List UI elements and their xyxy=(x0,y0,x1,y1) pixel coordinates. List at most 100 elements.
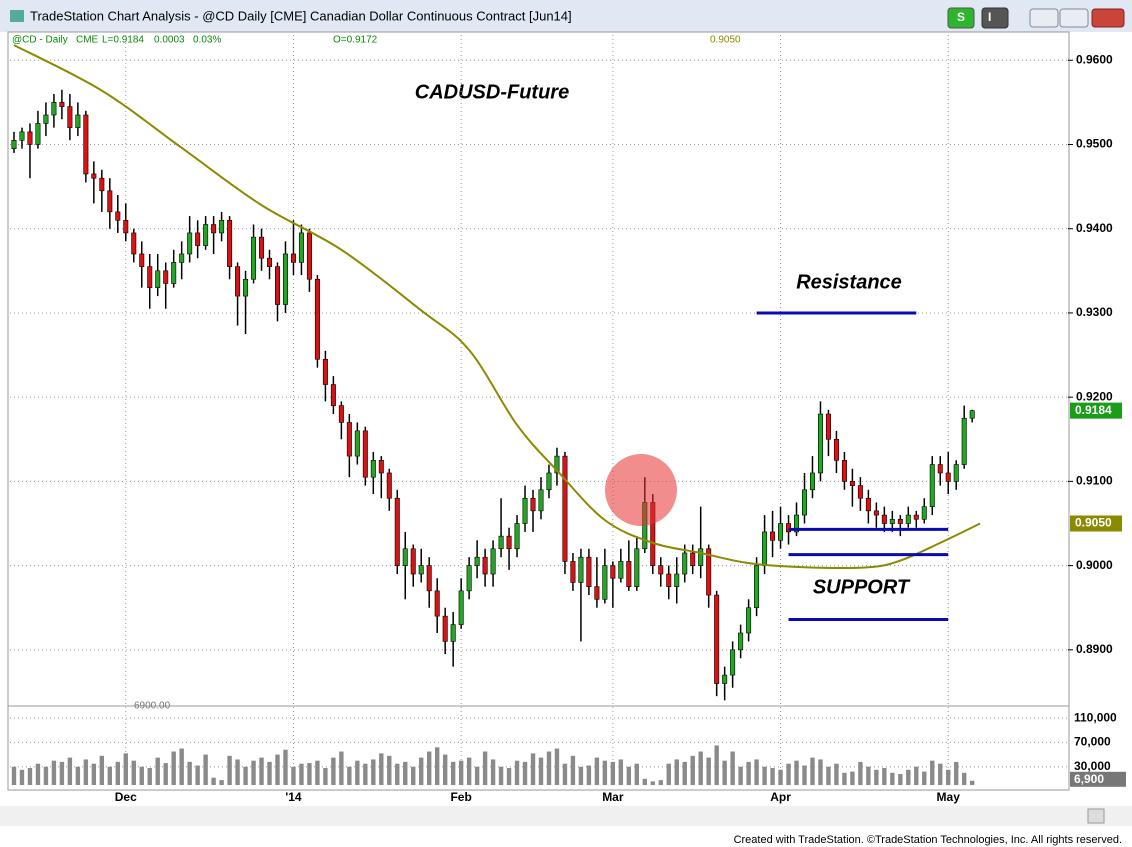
candle-body xyxy=(849,481,855,486)
volume-bar xyxy=(626,766,632,785)
candle-body xyxy=(394,497,400,566)
volume-bar xyxy=(834,763,839,785)
volume-bar xyxy=(818,759,823,785)
candle-body xyxy=(482,556,488,575)
volume-bar xyxy=(379,753,384,785)
volume-bar xyxy=(339,751,344,785)
candle-body xyxy=(530,497,536,512)
volume-bar xyxy=(578,766,584,785)
candle-body xyxy=(961,417,967,465)
scrollbar[interactable] xyxy=(0,806,1132,826)
volume-bar xyxy=(203,754,208,785)
volume-bar xyxy=(283,749,288,785)
title-bar xyxy=(0,0,1132,32)
volume-bar xyxy=(674,759,679,785)
candle-body xyxy=(634,548,640,587)
candle-body xyxy=(578,556,584,583)
candle-body xyxy=(602,565,608,600)
candle-body xyxy=(778,523,784,541)
volume-bar xyxy=(211,777,216,785)
strategy-button[interactable] xyxy=(947,7,975,29)
volume-bar xyxy=(19,769,25,785)
y-tick-label: 0.9300 xyxy=(1076,305,1113,319)
candle-body xyxy=(881,514,887,524)
volume-bar xyxy=(219,780,224,785)
volume-bar xyxy=(171,751,176,785)
maximize-button[interactable] xyxy=(1059,8,1089,28)
candle-body xyxy=(953,464,959,482)
candle-body xyxy=(674,573,680,587)
candle-body xyxy=(187,232,193,255)
candle-body xyxy=(418,565,424,575)
scroll-thumb[interactable] xyxy=(1087,808,1105,824)
volume-bar xyxy=(922,771,927,785)
candle-body xyxy=(809,472,815,491)
candle-body xyxy=(490,548,496,575)
candle-body xyxy=(219,219,225,234)
volume-bar xyxy=(642,778,647,785)
volume-bar xyxy=(11,766,17,785)
resistance-label: Resistance xyxy=(796,271,902,293)
window-title: TradeStation Chart Analysis - @CD Daily … xyxy=(30,8,572,23)
candle-body xyxy=(434,590,440,617)
volume-bar xyxy=(514,760,520,785)
volume-bar xyxy=(251,760,256,785)
indicator-button[interactable] xyxy=(981,7,1009,29)
volume-bar xyxy=(27,767,33,785)
app-icon xyxy=(10,10,24,22)
candle-body xyxy=(346,422,352,457)
candle-body xyxy=(259,236,265,259)
minimize-button[interactable] xyxy=(1029,8,1059,28)
volume-bar xyxy=(858,761,863,785)
candle-body xyxy=(11,139,17,150)
volume-bar xyxy=(842,772,847,785)
close-button[interactable] xyxy=(1091,8,1125,28)
volume-bar xyxy=(666,763,671,785)
volume-bar xyxy=(850,771,855,785)
candle-body xyxy=(211,224,217,234)
footer-bar xyxy=(0,830,1132,847)
x-tick-label: Dec xyxy=(115,790,137,804)
volume-bar xyxy=(243,766,248,785)
candle-body xyxy=(179,253,185,263)
volume-bar xyxy=(786,763,791,785)
candle-body xyxy=(67,106,73,128)
volume-bar xyxy=(43,766,49,785)
candle-body xyxy=(322,358,328,385)
volume-bar xyxy=(179,748,184,785)
candle-body xyxy=(865,497,871,512)
volume-bar xyxy=(419,757,424,785)
candle-body xyxy=(474,556,480,566)
candle-body xyxy=(155,270,161,288)
candle-body xyxy=(706,548,712,596)
candle-body xyxy=(267,257,273,267)
volume-bar xyxy=(594,757,600,785)
candle-body xyxy=(123,219,129,234)
candle-body xyxy=(921,506,927,520)
volume-bar xyxy=(738,766,743,785)
candle-body xyxy=(682,552,688,575)
candle-body xyxy=(690,552,696,566)
volume-bar xyxy=(954,761,959,785)
candle-body xyxy=(945,472,951,482)
candle-body xyxy=(786,523,792,533)
volume-bar xyxy=(794,760,799,785)
volume-bar xyxy=(315,760,320,785)
candle-body xyxy=(929,464,935,507)
header-open: O=0.9172 xyxy=(333,35,378,46)
volume-bar xyxy=(147,767,152,785)
volume-bar xyxy=(442,754,448,785)
candle-body xyxy=(586,556,592,587)
volume-bar xyxy=(466,757,472,785)
candle-body xyxy=(338,405,344,423)
volume-bar xyxy=(690,755,695,785)
support-label: SUPPORT xyxy=(813,576,911,598)
candle-body xyxy=(99,177,105,192)
volume-bar xyxy=(810,757,815,785)
ma-last-label: 0.9050 xyxy=(1075,516,1112,530)
volume-bar xyxy=(698,751,703,785)
candle-body xyxy=(314,278,320,360)
volume-bar xyxy=(530,753,536,785)
volume-bar xyxy=(51,760,57,785)
